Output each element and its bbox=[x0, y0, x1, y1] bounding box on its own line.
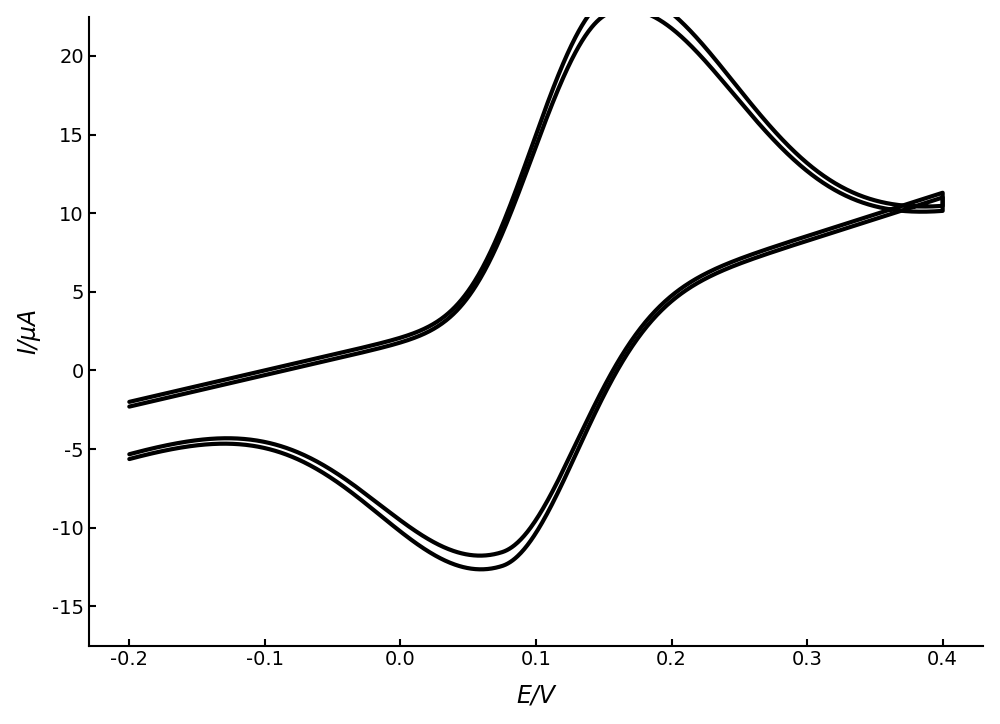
Y-axis label: I/μA: I/μA bbox=[17, 308, 41, 354]
X-axis label: E/V: E/V bbox=[516, 683, 555, 707]
